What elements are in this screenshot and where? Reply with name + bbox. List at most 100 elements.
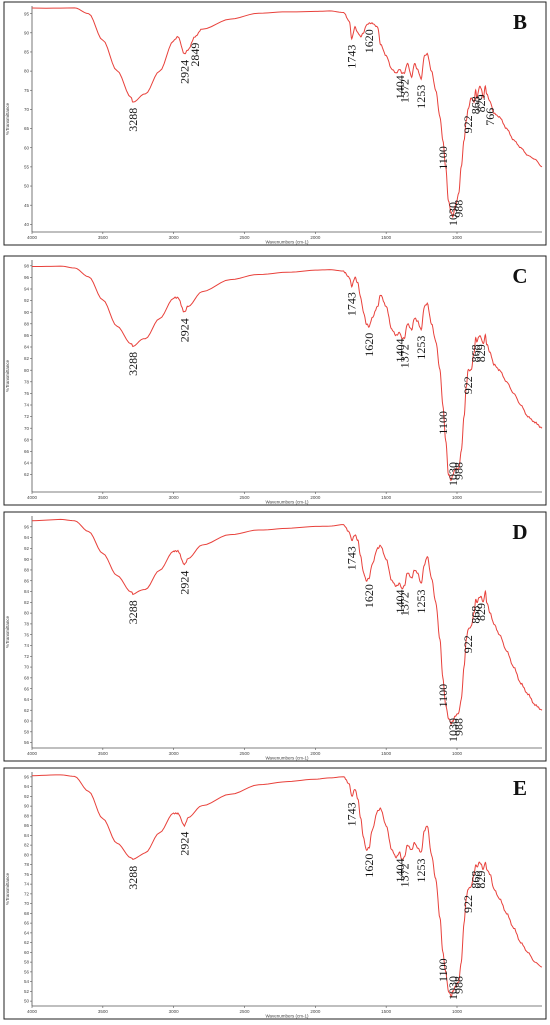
peak-label: 1404 [393,589,407,613]
peak-label: 1372 [397,79,411,103]
peak-label: 3288 [126,108,140,132]
x-axis-title: Wavenumbers (cm-1) [265,500,309,505]
y-tick-label: 68 [24,675,30,680]
x-tick-label: 1000 [452,751,463,756]
x-axis-title: Wavenumbers (cm-1) [265,1014,309,1019]
y-tick-label: 86 [24,333,30,338]
y-tick-label: 90 [24,30,30,35]
y-tick-label: 86 [24,823,30,828]
y-tick-label: 54 [24,979,30,984]
x-tick-label: 3000 [169,495,180,500]
peak-label: 1100 [436,958,450,982]
y-tick-label: 60 [24,719,30,724]
peak-label: 1743 [345,546,359,570]
y-tick-label: 80 [24,611,30,616]
peak-label: 988 [452,462,466,480]
peak-label: 922 [461,115,475,133]
peak-label: 1100 [436,411,450,435]
y-tick-label: 66 [24,686,30,691]
spectrum-panel-c: 62 64 66 68 70 72 74 76 78 80 82 84 86 88 90 92 94 96 98 40… [3,255,547,506]
y-tick-label: 95 [24,11,30,16]
y-tick-label: 66 [24,921,30,926]
y-tick-label: 74 [24,643,30,648]
x-tick-label: 2500 [239,495,250,500]
spectrum-line-b [31,7,543,218]
peak-label: 1253 [414,336,428,360]
y-tick-label: 80 [24,69,30,74]
x-tick-label: 1500 [381,1009,392,1014]
y-tick-label: 74 [24,403,30,408]
peak-label: 868 [469,871,483,889]
y-tick-label: 92 [24,794,30,799]
y-tick-label: 65 [24,126,30,131]
y-tick-label: 72 [24,891,30,896]
x-tick-label: 4000 [27,1009,38,1014]
peak-label: 766 [483,108,497,126]
y-tick-label: 58 [24,960,30,965]
peak-label: 988 [452,200,466,218]
y-tick-label: 72 [24,654,30,659]
y-tick-label: 78 [24,622,30,627]
peak-label: 1372 [397,344,411,368]
y-tick-label: 85 [24,50,30,55]
y-tick-label: 84 [24,833,30,838]
y-tick-label: 96 [24,275,30,280]
peak-label: 1620 [362,584,376,608]
y-tick-label: 70 [24,426,30,431]
y-tick-label: 56 [24,740,30,745]
y-tick-label: 52 [24,989,30,994]
y-tick-label: 78 [24,379,30,384]
peak-label: 1372 [397,863,411,887]
peak-label: 988 [452,976,466,994]
spectrum-line-d [31,518,543,725]
y-tick-label: 90 [24,310,30,315]
x-tick-label: 3500 [98,751,109,756]
y-tick-label: 60 [24,145,30,150]
peak-label: 1404 [393,75,407,99]
peak-label: 1100 [436,684,450,708]
y-tick-label: 70 [24,107,30,112]
y-tick-label: 76 [24,872,30,877]
y-tick-label: 76 [24,632,30,637]
spectrum-panel-e: 5052545658606264666870727476788082848688… [3,767,547,1020]
y-tick-label: 76 [24,391,30,396]
x-tick-label: 3000 [169,1009,180,1014]
peak-label: 829 [474,871,488,889]
peak-label: 1743 [345,292,359,316]
x-tick-label: 1000 [452,1009,463,1014]
y-tick-label: 96 [24,524,30,529]
y-tick-label: 40 [24,222,30,227]
peak-label: 829 [474,603,488,621]
y-tick-label: 92 [24,298,30,303]
peak-label: 868 [469,606,483,624]
x-tick-label: 3500 [98,495,109,500]
x-tick-label: 2500 [239,1009,250,1014]
peak-label: 1620 [362,333,376,357]
peak-label: 1372 [397,592,411,616]
y-tick-label: 94 [24,535,30,540]
x-axis-title: Wavenumbers (cm-1) [265,240,309,245]
y-tick-label: 75 [24,88,30,93]
y-tick-label: 80 [24,852,30,857]
y-axis-title: %Transmittance [5,359,10,392]
x-tick-label: 2000 [310,235,321,240]
peak-label: 988 [452,718,466,736]
x-axis-title: Wavenumbers (cm-1) [265,756,309,761]
y-tick-label: 68 [24,437,30,442]
peak-label: 868 [469,344,483,362]
y-tick-label: 60 [24,950,30,955]
panel-border [3,511,547,762]
peak-label: 3288 [126,352,140,376]
peak-label: 3288 [126,600,140,624]
panel-letter: D [512,520,527,544]
y-tick-label: 58 [24,729,30,734]
y-tick-label: 50 [24,184,30,189]
peak-label: 922 [461,895,475,913]
y-tick-label: 50 [24,999,30,1004]
peak-label: 1253 [414,85,428,109]
peak-label: 2849 [188,43,202,67]
y-tick-label: 64 [24,697,30,702]
y-tick-label: 55 [24,164,30,169]
y-tick-label: 45 [24,203,30,208]
